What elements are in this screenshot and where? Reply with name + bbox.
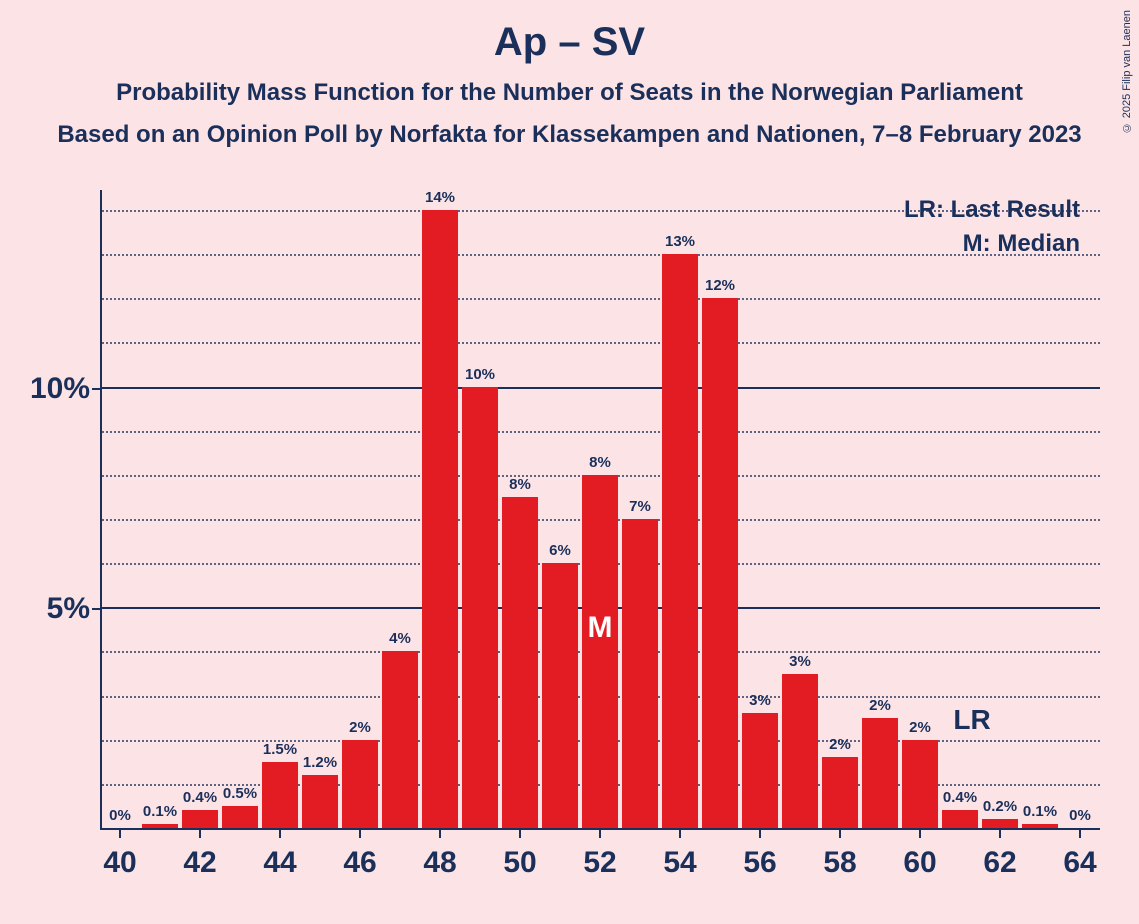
bar-value-label: 0.4% [943, 789, 977, 806]
bar-value-label: 0.1% [143, 803, 177, 820]
bar [182, 810, 217, 828]
x-tick-mark [599, 830, 601, 838]
x-axis-label: 56 [743, 846, 776, 880]
grid-line-minor [102, 210, 1100, 212]
bar [502, 497, 537, 828]
bar [862, 718, 897, 828]
x-axis-label: 40 [103, 846, 136, 880]
x-axis-label: 50 [503, 846, 536, 880]
x-axis-label: 58 [823, 846, 856, 880]
x-tick-mark [439, 830, 441, 838]
y-tick-mark [92, 388, 100, 390]
y-axis-label: 10% [30, 372, 90, 406]
bar-value-label: 3% [749, 692, 771, 709]
x-tick-mark [679, 830, 681, 838]
bar-value-label: 13% [665, 233, 695, 250]
bar [942, 810, 977, 828]
bar [742, 713, 777, 828]
bar [702, 298, 737, 828]
bar-value-label: 2% [349, 719, 371, 736]
bar [382, 651, 417, 828]
x-tick-mark [119, 830, 121, 838]
bar [1022, 824, 1057, 828]
bar [622, 519, 657, 828]
bar-value-label: 0% [1069, 807, 1091, 824]
bar-value-label: 0.4% [183, 789, 217, 806]
bar [342, 740, 377, 828]
bar [902, 740, 937, 828]
bar-value-label: 8% [509, 476, 531, 493]
x-tick-mark [279, 830, 281, 838]
bar-value-label: 1.2% [303, 754, 337, 771]
copyright-text: © 2025 Filip van Laenen [1121, 10, 1133, 133]
bar-value-label: 6% [549, 542, 571, 559]
bar-value-label: 10% [465, 366, 495, 383]
bar-value-label: 14% [425, 189, 455, 206]
chart-container: Ap – SV Probability Mass Function for th… [0, 0, 1139, 924]
bar [982, 819, 1017, 828]
median-marker: M [588, 611, 613, 645]
bar-value-label: 2% [869, 697, 891, 714]
bar [302, 775, 337, 828]
bar-value-label: 4% [389, 630, 411, 647]
x-tick-mark [839, 830, 841, 838]
bar-value-label: 7% [629, 498, 651, 515]
bar-value-label: 1.5% [263, 741, 297, 758]
x-axis-label: 44 [263, 846, 296, 880]
grid-line-minor [102, 342, 1100, 344]
chart-subtitle-2: Based on an Opinion Poll by Norfakta for… [0, 121, 1139, 149]
grid-line-minor [102, 431, 1100, 433]
x-axis-label: 52 [583, 846, 616, 880]
bar-value-label: 0.5% [223, 785, 257, 802]
x-axis-label: 48 [423, 846, 456, 880]
x-axis-label: 42 [183, 846, 216, 880]
x-tick-mark [919, 830, 921, 838]
x-tick-mark [359, 830, 361, 838]
grid-line-major [102, 387, 1100, 389]
chart-title-main: Ap – SV [0, 20, 1139, 65]
bar [422, 210, 457, 828]
x-axis-label: 64 [1063, 846, 1096, 880]
bar-value-label: 8% [589, 454, 611, 471]
x-tick-mark [759, 830, 761, 838]
x-axis-label: 54 [663, 846, 696, 880]
grid-line-minor [102, 254, 1100, 256]
x-axis-label: 62 [983, 846, 1016, 880]
last-result-marker: LR [953, 704, 990, 736]
bar [782, 674, 817, 828]
x-tick-mark [199, 830, 201, 838]
y-tick-mark [92, 608, 100, 610]
bar [462, 387, 497, 828]
x-axis-label: 60 [903, 846, 936, 880]
x-tick-mark [1079, 830, 1081, 838]
bar-value-label: 2% [829, 736, 851, 753]
bar [222, 806, 257, 828]
bar [822, 757, 857, 828]
bar-value-label: 2% [909, 719, 931, 736]
bar [262, 762, 297, 828]
plot-area: LR: Last Result M: Median 5%10%404244464… [100, 190, 1100, 830]
bar-value-label: 0.2% [983, 798, 1017, 815]
y-axis-label: 5% [47, 592, 90, 626]
chart-subtitle-1: Probability Mass Function for the Number… [0, 79, 1139, 107]
x-tick-mark [999, 830, 1001, 838]
bar [662, 254, 697, 828]
y-axis [100, 190, 102, 830]
bar [582, 475, 617, 828]
bar-value-label: 12% [705, 277, 735, 294]
x-axis-label: 46 [343, 846, 376, 880]
bar [542, 563, 577, 828]
x-tick-mark [519, 830, 521, 838]
bar [142, 824, 177, 828]
bar-value-label: 0.1% [1023, 803, 1057, 820]
grid-line-minor [102, 298, 1100, 300]
bar-value-label: 0% [109, 807, 131, 824]
bar-value-label: 3% [789, 653, 811, 670]
